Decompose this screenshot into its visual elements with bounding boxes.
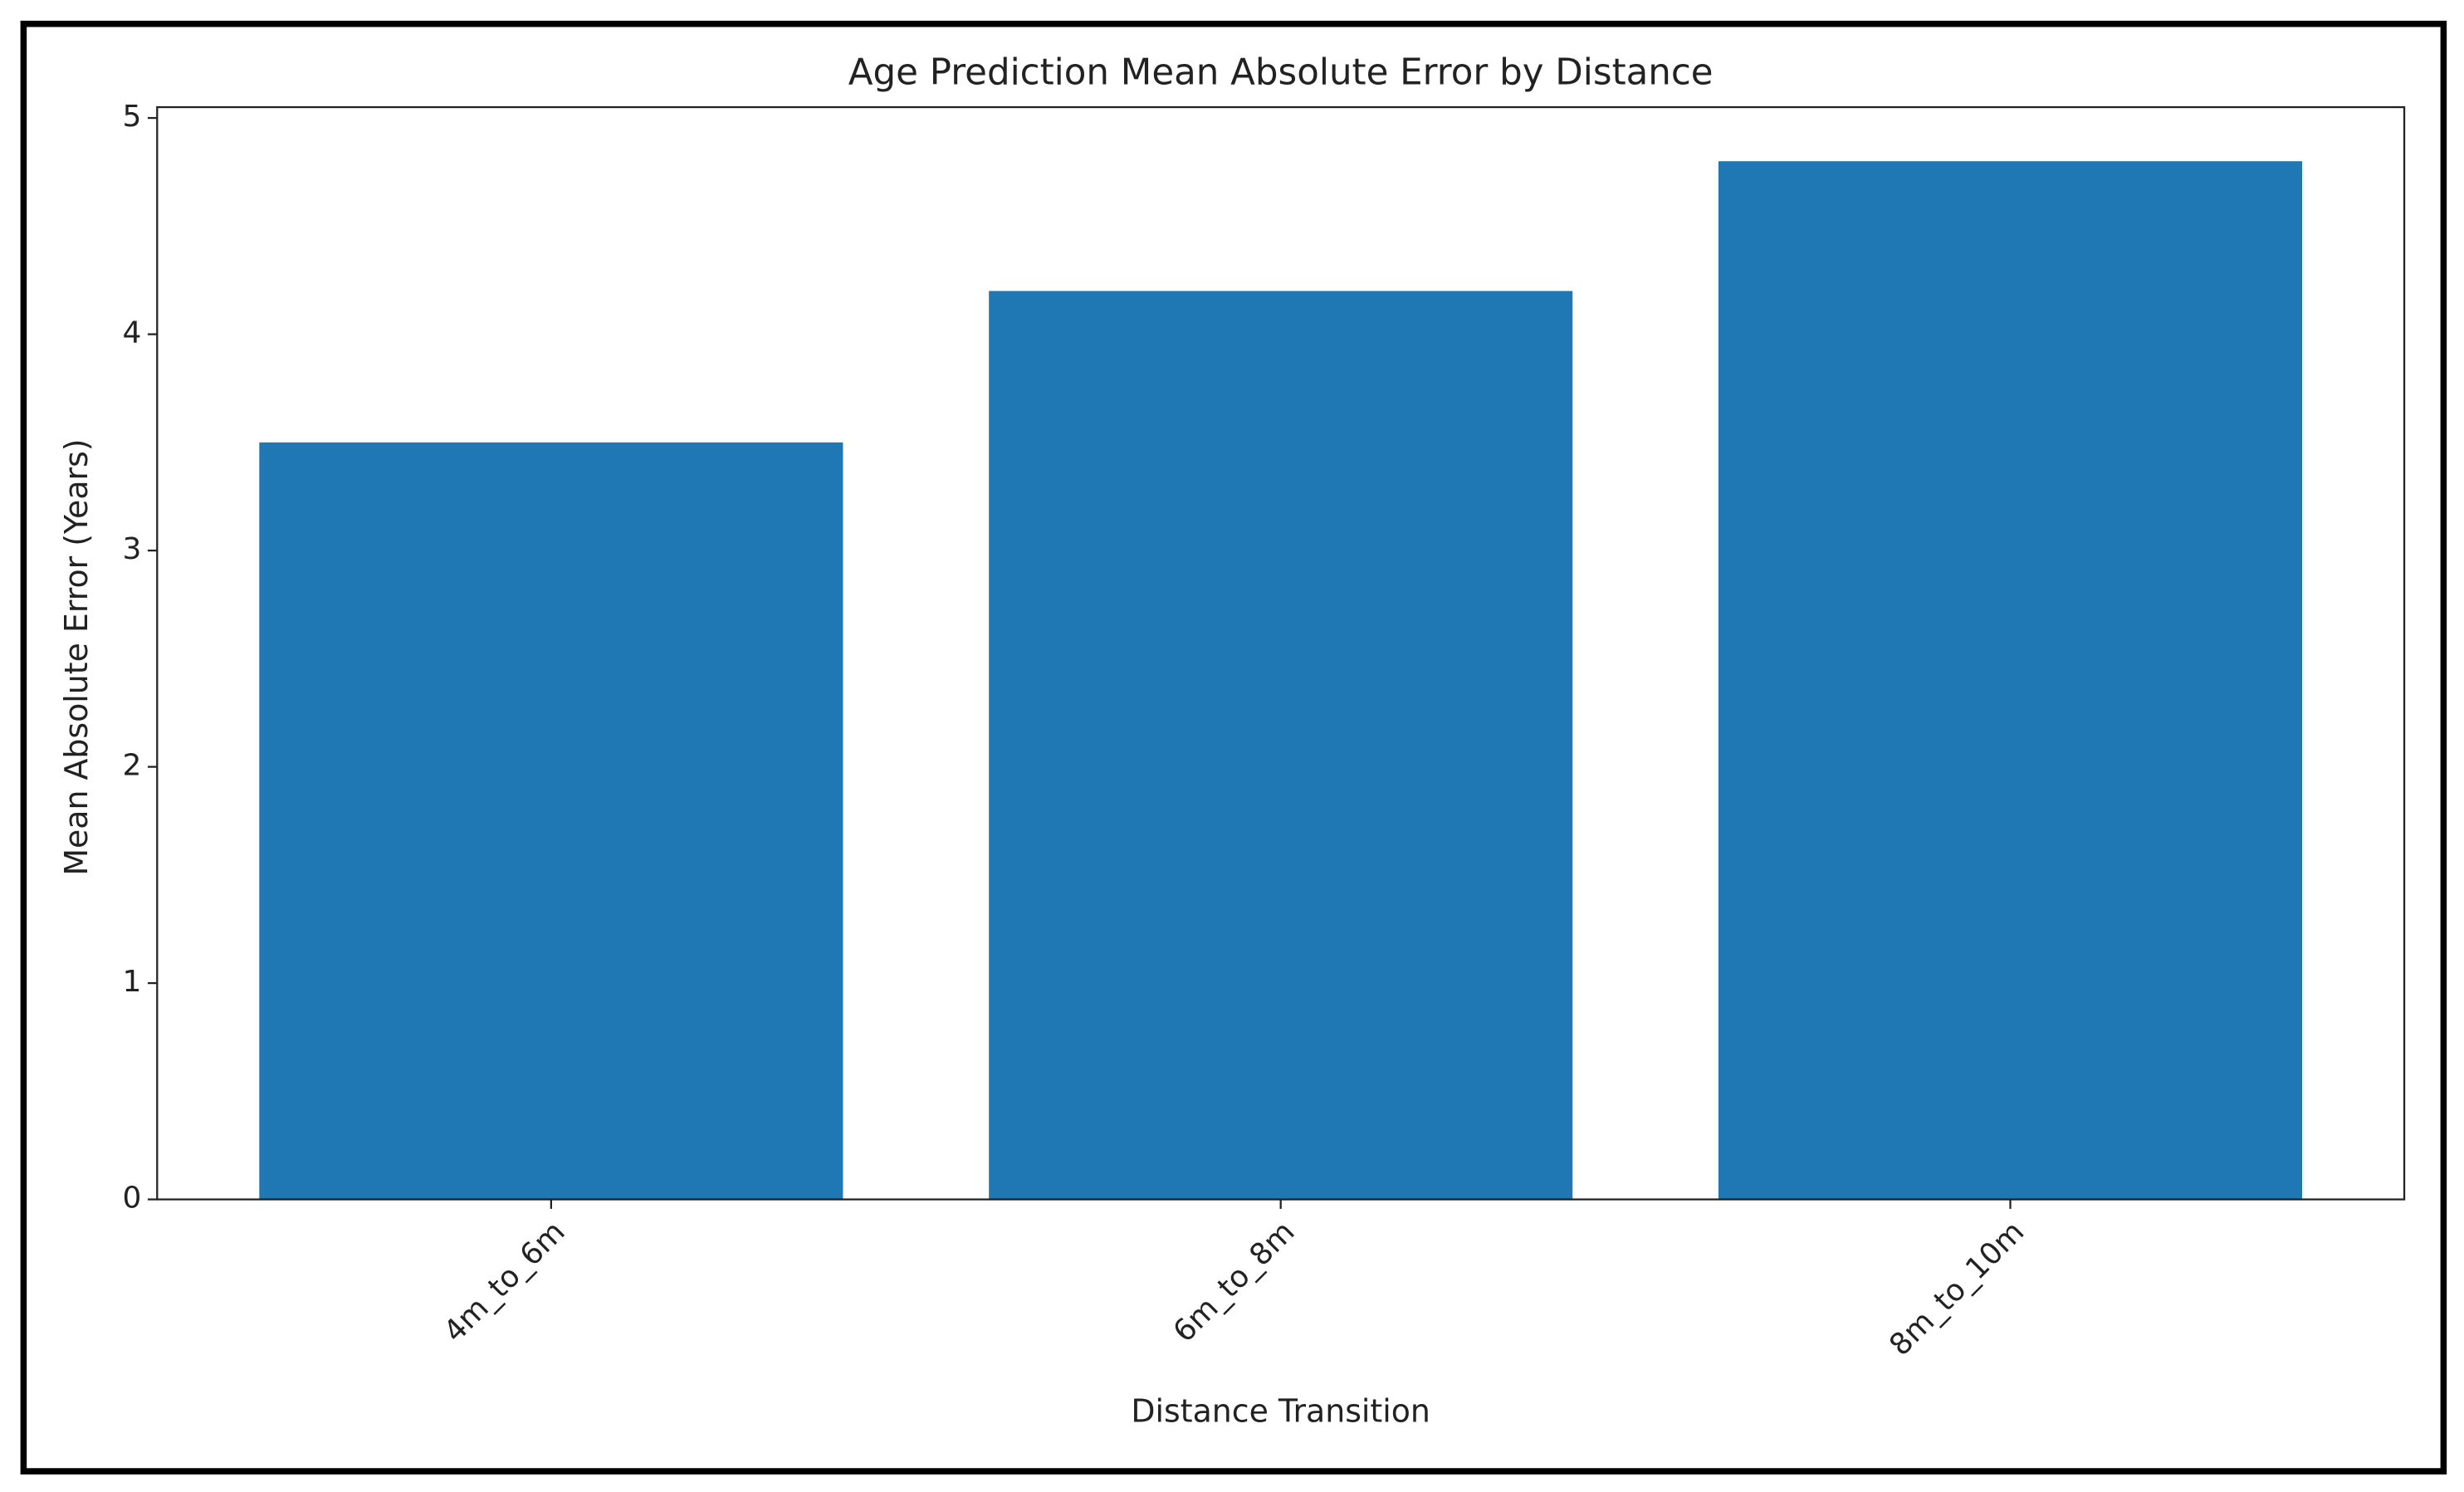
plot-area bbox=[156, 105, 2406, 1201]
x-axis-label: Distance Transition bbox=[1131, 1393, 1430, 1430]
y-tick-label: 1 bbox=[122, 965, 141, 999]
bar bbox=[989, 291, 1573, 1200]
bar bbox=[1718, 161, 2303, 1200]
y-tick-label: 4 bbox=[122, 316, 141, 350]
y-axis-label: Mean Absolute Error (Years) bbox=[58, 438, 95, 875]
y-tick-label: 2 bbox=[122, 749, 141, 783]
y-tick-label: 5 bbox=[122, 100, 141, 134]
y-tick-label: 3 bbox=[122, 532, 141, 566]
y-tick-label: 0 bbox=[122, 1181, 141, 1216]
chart-title: Age Prediction Mean Absolute Error by Di… bbox=[848, 51, 1714, 93]
bar bbox=[259, 442, 843, 1200]
